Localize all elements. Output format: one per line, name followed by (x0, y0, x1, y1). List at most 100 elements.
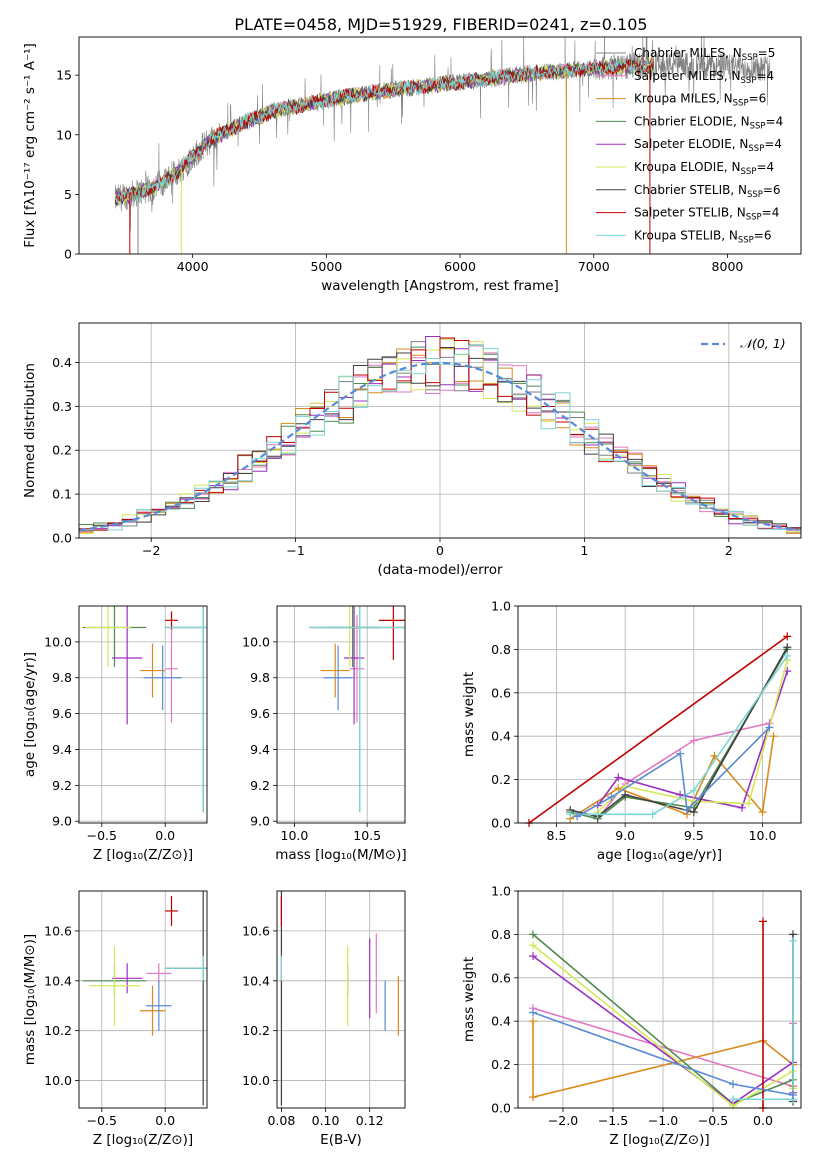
error-bar-point (143, 645, 182, 711)
y-tick-label: 0.2 (491, 1057, 511, 1072)
x-tick-label: 10.0 (749, 828, 777, 843)
x-tick-label: −0.5 (698, 1113, 728, 1128)
model-spectrum-line (114, 58, 654, 202)
y-tick-label: 0.4 (491, 729, 511, 744)
legend-entry: Salpeter MILES, NSSP=4 (634, 69, 774, 86)
y-tick-label: 1.0 (491, 884, 511, 899)
legend-entry: Chabrier STELIB, NSSP=6 (634, 183, 781, 200)
axes-frame (78, 322, 802, 539)
weight-marker (529, 941, 537, 950)
weight-marker (729, 1095, 737, 1104)
x-tick-label: 9.0 (615, 828, 635, 843)
y-tick-label: 10.2 (44, 1023, 72, 1038)
axes-mass-vs-ebv: 0.08 0.10 0.12 10.0 10.2 10.4 10.6 E(B-V) (242, 891, 405, 1148)
axes-mass-weight-vs-age: 8.5 9.0 9.5 10.0 0.0 0.2 0.4 0.6 0.8 1.0 age [log₁… (461, 599, 801, 863)
x-tick-label: 9.5 (684, 828, 704, 843)
x-axis-label: Z [log₁₀(Z/Z⊙)] (93, 1132, 193, 1148)
x-tick-label: 4000 (177, 259, 209, 274)
x-tick-label: 8000 (712, 259, 744, 274)
y-axis-label: Normed distribution (22, 363, 38, 498)
weight-marker (648, 810, 657, 819)
legend-sub: SSP (747, 190, 763, 200)
y-tick-label: 9.4 (52, 742, 72, 757)
x-axis-label: mass [log₁₀(M/M⊙)] (275, 847, 406, 863)
x-tick-label: 0.0 (155, 1113, 175, 1128)
x-tick-label: 10.5 (353, 828, 381, 843)
weight-marker (765, 723, 774, 732)
error-bar-point (146, 980, 172, 1031)
y-tick-label: 0.4 (491, 1014, 511, 1029)
weight-marker (529, 1008, 537, 1017)
x-tick-label: −1 (286, 543, 304, 558)
y-tick-label: 5 (64, 187, 72, 202)
error-bar-point (309, 606, 405, 813)
weight-marker (783, 643, 792, 652)
legend-suffix: =4 (756, 69, 774, 83)
y-tick-label: 0.8 (491, 642, 511, 657)
legend-text: Kroupa ELODIE, N (634, 160, 741, 174)
weight-marker (783, 632, 792, 641)
weight-marker (729, 1080, 737, 1089)
y-tick-label: 9.2 (250, 778, 270, 793)
legend-text: Chabrier STELIB, N (634, 183, 747, 197)
y-tick-label: 9.8 (250, 670, 270, 685)
weight-marker (676, 749, 685, 758)
y-tick-label: 0.4 (52, 355, 72, 370)
x-tick-label: −1.0 (648, 1113, 678, 1128)
weight-marker (759, 917, 767, 926)
axes-mass-weight-vs-metallicity: −2.0 −1.5 −1.0 −0.5 0.0 0.0 0.2 0.4 0.6 0.8 1.0 Z [… (461, 884, 801, 1148)
x-tick-label: −2 (142, 543, 160, 558)
weight-marker (529, 952, 537, 961)
axes-frame (517, 605, 802, 824)
error-bar-point (349, 614, 365, 723)
y-axis-label: mass [log₁₀(M/M⊙)] (22, 934, 38, 1065)
legend-sub: SSP (742, 53, 758, 63)
axes-frame (78, 36, 802, 255)
legend-suffix: =4 (762, 206, 780, 220)
weight-marker (593, 810, 602, 819)
legend-sub: SSP (738, 235, 754, 245)
legend-text: Salpeter STELIB, N (634, 206, 746, 220)
weight-marker (529, 930, 537, 939)
y-tick-label: 0 (64, 247, 72, 262)
legend-suffix: =6 (763, 183, 781, 197)
axes-spectrum: 4000 5000 6000 7000 8000 0 5 10 15 wavelength [An… (22, 37, 771, 294)
y-tick-label: 9.2 (52, 778, 72, 793)
residual-histogram-step (79, 344, 801, 537)
weight-series-line (570, 646, 788, 818)
x-axis-label: Z [log₁₀(Z/Z⊙)] (93, 847, 193, 863)
legend-text: Kroupa STELIB, N (634, 228, 738, 242)
weight-marker (566, 810, 575, 819)
weight-marker (529, 1017, 537, 1026)
legend-sub: SSP (741, 76, 757, 86)
weight-marker (689, 736, 698, 745)
weight-series-line (597, 722, 770, 820)
weight-marker (744, 799, 753, 808)
y-tick-label: 9.6 (250, 706, 270, 721)
model-spectrum-line (114, 57, 654, 204)
y-axis-label: mass weight (461, 957, 477, 1042)
y-tick-label: 10.4 (44, 973, 72, 988)
legend-entry: Kroupa MILES, NSSP=6 (634, 92, 766, 109)
legend-text: Salpeter ELODIE, N (634, 137, 748, 151)
legend-entry: Chabrier MILES, NSSP=5 (634, 46, 775, 63)
legend-sub: SSP (733, 99, 749, 109)
model-spectrum-line (114, 58, 654, 207)
axes-frame (78, 890, 208, 1109)
model-spectrum-line (114, 56, 654, 200)
weight-series-line (569, 736, 775, 820)
y-tick-label: 9.0 (52, 814, 72, 829)
legend-sub: SSP (741, 167, 757, 177)
weight-marker (529, 1093, 537, 1102)
x-tick-label: 7000 (578, 259, 610, 274)
axes-frame (276, 605, 406, 824)
y-axis-label: mass weight (461, 672, 477, 757)
weight-marker (621, 790, 630, 799)
error-bar-point (378, 606, 405, 660)
x-axis-label: age [log₁₀(age/yr)] (597, 847, 722, 863)
weight-marker (769, 732, 778, 741)
legend-sub: SSP (750, 121, 766, 131)
x-tick-label: 0.10 (312, 1113, 340, 1128)
legend-entry: Kroupa STELIB, NSSP=6 (634, 228, 772, 245)
legend-entry: Chabrier ELODIE, NSSP=4 (634, 114, 783, 131)
